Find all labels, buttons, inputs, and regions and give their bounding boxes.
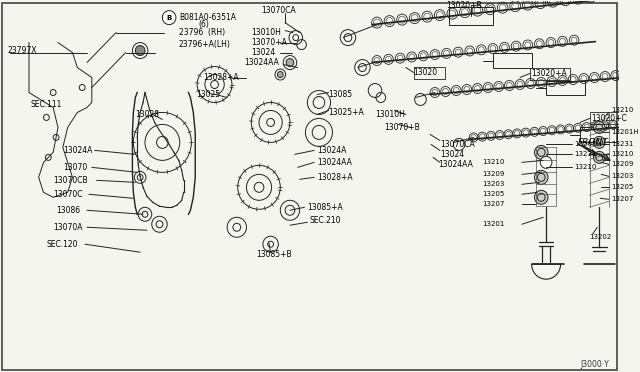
- Text: 23796  (RH): 23796 (RH): [179, 28, 225, 37]
- Circle shape: [593, 151, 605, 163]
- Text: 13024: 13024: [440, 150, 464, 159]
- Text: 13207: 13207: [611, 196, 633, 202]
- Text: 13024AA: 13024AA: [244, 58, 280, 67]
- Circle shape: [135, 46, 145, 55]
- Text: 13020+C: 13020+C: [591, 114, 627, 123]
- Text: 13231: 13231: [574, 151, 596, 157]
- Text: 13024AA: 13024AA: [438, 160, 473, 169]
- Text: 13020+B: 13020+B: [447, 1, 482, 10]
- Text: 13201: 13201: [482, 221, 504, 227]
- Text: 13231: 13231: [611, 141, 633, 147]
- Text: 13201H: 13201H: [574, 141, 602, 147]
- Text: FRONT: FRONT: [578, 138, 609, 147]
- Text: 13010H: 13010H: [252, 28, 281, 37]
- Text: 13025: 13025: [196, 90, 220, 99]
- Text: 13210: 13210: [574, 164, 596, 170]
- Text: 13210: 13210: [611, 108, 633, 113]
- Bar: [449, 7, 493, 25]
- Text: 13203: 13203: [482, 181, 504, 187]
- Text: 13070CA: 13070CA: [440, 140, 474, 149]
- Bar: [530, 68, 570, 80]
- Text: 13203: 13203: [611, 173, 633, 179]
- Circle shape: [540, 156, 552, 169]
- Text: 13209: 13209: [611, 161, 633, 167]
- Text: 13028+A: 13028+A: [317, 173, 353, 182]
- Bar: [580, 128, 617, 142]
- Text: J3000·Y: J3000·Y: [580, 359, 609, 369]
- Text: 13085+B: 13085+B: [256, 250, 292, 259]
- Text: 13086: 13086: [56, 206, 80, 215]
- Text: SEC.120: SEC.120: [46, 240, 78, 249]
- Circle shape: [534, 145, 548, 159]
- Text: 13020: 13020: [413, 68, 438, 77]
- Text: 13070A: 13070A: [53, 223, 83, 232]
- Text: 23797X: 23797X: [8, 46, 37, 55]
- Circle shape: [163, 11, 176, 25]
- Circle shape: [277, 71, 283, 77]
- Text: 13202: 13202: [589, 234, 612, 240]
- Text: 13070CB: 13070CB: [53, 176, 88, 185]
- Text: B081A0-6351A: B081A0-6351A: [179, 13, 236, 22]
- Text: 13205: 13205: [483, 191, 504, 197]
- Text: 13028+A: 13028+A: [203, 73, 239, 82]
- Circle shape: [286, 58, 294, 67]
- Text: 13025+A: 13025+A: [328, 108, 364, 117]
- Text: SEC.111: SEC.111: [31, 100, 62, 109]
- Circle shape: [593, 137, 605, 148]
- Text: B: B: [166, 15, 172, 20]
- Text: 13024A: 13024A: [63, 146, 92, 155]
- Text: 13209: 13209: [482, 171, 504, 177]
- Text: 13010H: 13010H: [375, 110, 405, 119]
- Text: 13085: 13085: [328, 90, 353, 99]
- Circle shape: [593, 121, 605, 134]
- Text: 13070CA: 13070CA: [261, 6, 296, 15]
- Text: 23796+A(LH): 23796+A(LH): [179, 40, 230, 49]
- Text: 13070+A: 13070+A: [252, 38, 287, 47]
- Text: 13207: 13207: [482, 201, 504, 207]
- Text: 13210: 13210: [482, 159, 504, 166]
- Text: 13085+A: 13085+A: [307, 203, 343, 212]
- Circle shape: [534, 190, 548, 204]
- Circle shape: [534, 170, 548, 185]
- Bar: [493, 52, 532, 68]
- Text: 13205: 13205: [611, 184, 633, 190]
- Bar: [413, 67, 445, 78]
- Text: 13201H: 13201H: [611, 129, 639, 135]
- Text: 13070+B: 13070+B: [385, 123, 420, 132]
- Text: 13024AA: 13024AA: [317, 158, 352, 167]
- Bar: [546, 80, 585, 96]
- Text: 13070C: 13070C: [53, 190, 83, 199]
- Text: 13028: 13028: [135, 110, 159, 119]
- Text: (6): (6): [198, 20, 209, 29]
- Text: 13020+A: 13020+A: [532, 69, 567, 78]
- Text: 13070: 13070: [63, 163, 87, 172]
- Bar: [589, 112, 630, 124]
- Text: 13210: 13210: [611, 151, 633, 157]
- Text: SEC.210: SEC.210: [309, 216, 340, 225]
- Text: 13024A: 13024A: [317, 146, 346, 155]
- Text: 13024: 13024: [252, 48, 275, 57]
